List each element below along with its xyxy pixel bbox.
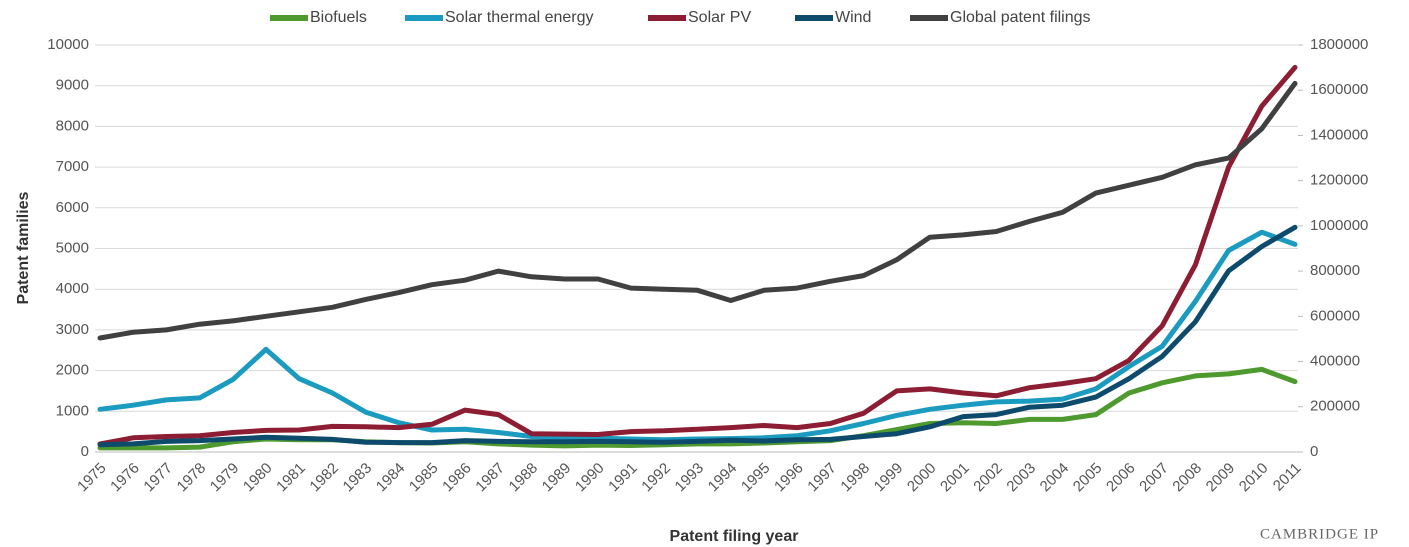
x-tick-label: 1979 (207, 460, 243, 496)
y2-tick-label: 800000 (1310, 262, 1360, 279)
x-tick-label: 1995 (738, 460, 774, 496)
y-tick-label: 10000 (47, 36, 89, 53)
x-tick-label: 2003 (1003, 460, 1039, 496)
y-tick-label: 0 (81, 443, 89, 460)
y2-tick-label: 1800000 (1310, 36, 1368, 53)
x-tick-label: 1991 (605, 460, 641, 496)
y-tick-label: 5000 (56, 239, 89, 256)
x-tick-label: 1996 (771, 460, 807, 496)
legend-label: Global patent filings (950, 9, 1091, 26)
y2-tick-label: 1600000 (1310, 81, 1368, 98)
x-tick-label: 1985 (406, 460, 442, 496)
x-tick-label: 2000 (904, 460, 940, 496)
y2-tick-label: 1400000 (1310, 126, 1368, 143)
x-tick-label: 2009 (1203, 460, 1239, 496)
x-tick-label: 2006 (1103, 460, 1139, 496)
x-tick-label: 1981 (273, 460, 309, 496)
y2-tick-label: 0 (1310, 443, 1318, 460)
series-line (97, 64, 1298, 447)
y2-tick-label: 200000 (1310, 398, 1360, 415)
x-tick-label: 2010 (1236, 460, 1272, 496)
y-tick-label: 6000 (56, 199, 89, 216)
series-line (97, 224, 1298, 448)
y2-tick-label: 1200000 (1310, 172, 1368, 189)
x-axis-title: Patent filing year (670, 528, 799, 545)
logo: CAMBRIDGE IP (1260, 526, 1379, 542)
x-tick-label: 2001 (937, 460, 973, 496)
y-tick-label: 4000 (56, 280, 89, 297)
x-tick-label: 2011 (1270, 460, 1305, 495)
x-tick-label: 1984 (373, 460, 409, 496)
x-tick-label: 1992 (638, 460, 674, 496)
x-tick-label: 1999 (871, 460, 907, 496)
x-tick-label: 2002 (970, 460, 1006, 496)
y-tick-label: 9000 (56, 77, 89, 94)
legend-label: Biofuels (310, 9, 367, 26)
y2-tick-label: 400000 (1310, 353, 1360, 370)
y2-tick-label: 600000 (1310, 307, 1360, 324)
x-tick-label: 1989 (539, 460, 575, 496)
x-tick-label: 1998 (837, 460, 873, 496)
legend-label: Wind (835, 9, 871, 26)
x-tick-label: 2008 (1169, 460, 1205, 496)
x-tick-label: 1977 (140, 460, 176, 496)
x-tick-label: 1990 (572, 460, 608, 496)
legend-label: Solar thermal energy (445, 9, 594, 26)
x-tick-label: 1980 (240, 460, 276, 496)
y-tick-label: 3000 (56, 321, 89, 338)
x-tick-label: 1987 (472, 460, 508, 496)
y-tick-label: 2000 (56, 362, 89, 379)
x-tick-label: 1976 (107, 460, 143, 496)
x-tick-label: 1978 (174, 460, 210, 496)
x-tick-label: 1994 (705, 460, 741, 496)
y-tick-label: 7000 (56, 158, 89, 175)
series-line (97, 80, 1298, 341)
x-tick-label: 1993 (672, 460, 708, 496)
legend-label: Solar PV (688, 9, 751, 26)
x-tick-label: 1997 (804, 460, 840, 496)
y-axis-title: Patent families (15, 191, 32, 304)
x-tick-label: 1983 (340, 460, 376, 496)
x-tick-label: 1982 (306, 460, 342, 496)
x-tick-label: 2005 (1070, 460, 1106, 496)
x-tick-label: 1988 (506, 460, 542, 496)
x-tick-label: 1986 (439, 460, 475, 496)
y-tick-label: 8000 (56, 117, 89, 134)
x-tick-label: 2004 (1037, 460, 1073, 496)
x-tick-label: 1975 (74, 460, 110, 496)
y2-tick-label: 1000000 (1310, 217, 1368, 234)
x-tick-label: 2007 (1136, 460, 1172, 496)
series-line (97, 229, 1298, 443)
y-tick-label: 1000 (56, 402, 89, 419)
